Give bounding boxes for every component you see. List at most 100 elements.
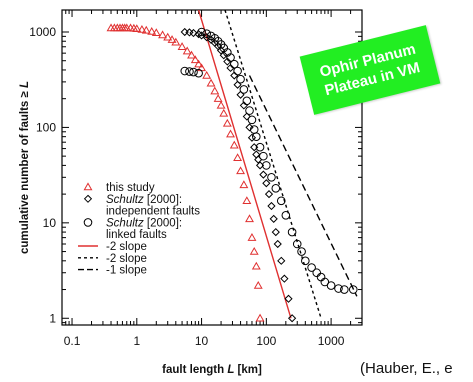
data-point-triangle <box>171 37 181 46</box>
data-point-diamond <box>264 190 274 199</box>
data-point-triangle <box>216 100 226 109</box>
data-point-circle <box>334 284 343 293</box>
data-point-circle <box>189 67 198 77</box>
data-point-triangle <box>236 166 246 175</box>
data-point-circle <box>316 272 326 282</box>
data-point-diamond <box>242 112 251 121</box>
data-point-triangle <box>242 196 252 205</box>
data-point-circle <box>194 68 203 78</box>
data-point-triangle <box>255 313 265 322</box>
data-point-circle <box>307 263 316 272</box>
data-point-circle <box>262 161 271 170</box>
data-point-circle <box>213 36 223 46</box>
data-point-triangle <box>239 180 249 189</box>
legend-label-part: -2 slope <box>106 253 147 265</box>
data-point-diamond <box>269 214 278 223</box>
data-point-triangle <box>177 42 187 50</box>
data-point-triangle <box>226 129 235 138</box>
data-point-circle <box>226 53 235 62</box>
data-point-circle <box>312 268 322 278</box>
data-point-triangle <box>182 46 192 55</box>
data-point-triangle <box>222 118 232 127</box>
data-point-diamond <box>226 63 235 73</box>
data-point-circle <box>233 66 242 76</box>
legend-label-part: this study <box>106 182 155 194</box>
legend-label-part: [2000]: <box>144 217 182 229</box>
data-point-triangle <box>137 24 147 33</box>
x-tick-label: 0.1 <box>64 334 81 348</box>
y-axis-label: cumulative number of faults ≥ L <box>19 81 31 254</box>
x-tick-label: 1 <box>133 334 140 348</box>
slope-line-solid <box>197 10 292 319</box>
legend-label: -1 slope <box>106 265 147 277</box>
data-point-triangle <box>190 55 200 64</box>
legend-label-part: independent faults <box>106 206 200 218</box>
data-point-triangle <box>249 246 259 255</box>
data-point-triangle <box>210 86 220 95</box>
data-point-diamond <box>277 256 286 265</box>
data-point-circle <box>197 27 206 37</box>
legend-label: Schultz [2000]: <box>106 217 182 229</box>
data-point-diamond <box>219 51 228 60</box>
data-point-circle <box>276 196 286 206</box>
data-point-circle <box>239 85 249 94</box>
data-point-triangle <box>229 140 239 149</box>
data-point-circle <box>267 173 276 182</box>
legend-label-part: -2 slope <box>106 241 147 253</box>
data-point-triangle <box>163 32 173 41</box>
data-point-triangle <box>132 24 142 33</box>
data-point-diamond <box>223 57 232 66</box>
data-point-circle <box>301 256 310 266</box>
data-point-triangle <box>233 153 243 162</box>
data-point-circle <box>185 67 194 76</box>
x-axis-label: fault length L [km] <box>162 364 262 376</box>
data-point-triangle <box>194 59 204 68</box>
data-point-diamond <box>287 314 297 323</box>
data-point-circle <box>251 132 261 141</box>
data-point-circle <box>320 277 330 287</box>
y-axis-label-part: cumulative number of faults ≥ <box>19 88 31 254</box>
data-point-triangle <box>187 50 196 59</box>
data-point-circle <box>229 59 239 69</box>
x-axis-label-part: L <box>227 364 234 376</box>
data-point-circle <box>249 125 259 134</box>
data-point-triangle <box>247 233 257 241</box>
legend-label-part: linked faults <box>106 229 167 241</box>
data-point-diamond <box>267 201 276 211</box>
data-point-diamond <box>202 33 211 42</box>
data-point-circle <box>242 96 252 106</box>
legend-label-part: [2000]: <box>144 194 182 206</box>
data-point-circle <box>281 210 291 220</box>
legend-label-part: Schultz <box>106 217 144 229</box>
legend-label: -2 slope <box>106 241 147 253</box>
data-point-diamond <box>271 227 280 237</box>
y-tick-label: 1000 <box>29 25 56 39</box>
data-point-circle <box>247 115 257 125</box>
data-point-triangle <box>245 214 254 223</box>
data-point-diamond <box>247 133 257 142</box>
data-point-diamond <box>197 31 206 40</box>
legend-marker-circle <box>83 218 93 227</box>
data-point-diamond <box>262 179 271 188</box>
data-point-diamond <box>233 80 242 89</box>
data-point-triangle <box>141 25 151 34</box>
plot-frame <box>61 9 363 326</box>
data-point-triangle <box>206 78 216 87</box>
data-point-circle <box>297 247 306 256</box>
y-axis-label-part: L <box>19 81 31 88</box>
plot-area <box>106 10 358 323</box>
data-point-diamond <box>280 274 289 283</box>
series-circle <box>180 27 358 294</box>
data-point-triangle <box>147 26 157 35</box>
data-point-diamond <box>273 239 282 249</box>
data-point-circle <box>245 106 254 115</box>
data-point-circle <box>287 227 297 237</box>
data-point-circle <box>292 239 302 249</box>
series-triangle <box>106 23 265 322</box>
data-point-triangle <box>167 35 177 43</box>
x-tick-label: 1000 <box>318 334 345 348</box>
data-point-circle <box>202 29 211 38</box>
data-point-triangle <box>253 280 263 289</box>
data-point-triangle <box>219 108 229 117</box>
